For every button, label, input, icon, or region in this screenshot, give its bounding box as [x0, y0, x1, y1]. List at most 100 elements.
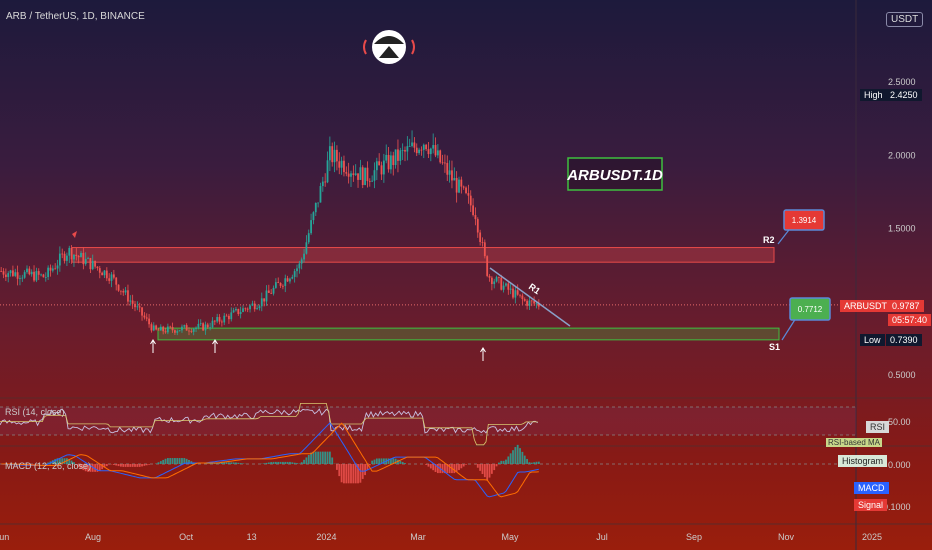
- candle-body: [310, 220, 312, 234]
- countdown-badge: 05:57:40: [888, 314, 932, 326]
- candle-body: [530, 300, 533, 302]
- candle-body: [42, 274, 45, 278]
- macd-histogram-bar: [87, 464, 89, 472]
- candle-body: [401, 150, 404, 151]
- macd-histogram-bar: [481, 464, 484, 474]
- candle-body: [103, 270, 106, 276]
- high-label: High: [860, 89, 887, 101]
- macd-line: [1, 422, 539, 498]
- macd-histogram-bar: [392, 458, 395, 464]
- macd-histogram-bar: [166, 458, 169, 464]
- macd-histogram-bar: [535, 461, 538, 464]
- candle-body: [117, 284, 120, 291]
- r1-trendline: [489, 267, 571, 327]
- macd-histogram-bar: [56, 458, 59, 464]
- candle-body: [324, 181, 327, 183]
- candle-body: [150, 324, 153, 331]
- macd-histogram-bar: [181, 458, 183, 464]
- macd-histogram-bar: [502, 460, 505, 464]
- macd-histogram-bar: [58, 458, 61, 464]
- macd-histogram-bar: [462, 464, 465, 467]
- time-tick-label: Nov: [778, 532, 795, 542]
- candle-body: [507, 283, 510, 290]
- candle-body: [326, 160, 329, 183]
- macd-histogram-bar: [265, 462, 268, 464]
- macd-histogram-bar: [286, 461, 289, 464]
- candle-body: [338, 161, 341, 168]
- macd-histogram-bar: [500, 460, 503, 464]
- candle-body: [84, 258, 87, 265]
- macd-histogram-bar: [98, 464, 101, 471]
- pivot-arrow-head: [480, 347, 486, 353]
- price-tick-label: 0.5000: [888, 370, 916, 380]
- candle-body: [394, 149, 397, 166]
- candle-body: [331, 146, 334, 163]
- candle-body: [498, 277, 500, 278]
- time-tick-label: 2025: [862, 532, 882, 542]
- candle-body: [202, 323, 204, 331]
- macd-histogram-bar: [509, 453, 512, 464]
- candle-body: [490, 277, 493, 285]
- candle-body: [54, 268, 57, 270]
- currency-button[interactable]: USDT: [886, 12, 924, 27]
- candle-body: [244, 308, 247, 310]
- macd-histogram-bar: [516, 444, 519, 464]
- time-tick-label: Oct: [179, 532, 194, 542]
- macd-histogram-bar: [378, 458, 381, 464]
- candle-body: [427, 149, 430, 155]
- candle-body: [87, 258, 89, 259]
- candle-body: [37, 271, 40, 275]
- brand-logo: [363, 30, 415, 64]
- candle-body: [415, 147, 418, 154]
- macd-histogram-bar: [434, 464, 437, 472]
- macd-histogram-bar: [476, 464, 479, 468]
- watermark-text: ARBUSDT.1D: [566, 167, 663, 184]
- candle-body: [98, 268, 101, 273]
- rsi-value-tag: RSI: [866, 421, 890, 433]
- candle-body: [108, 278, 111, 281]
- candle-body: [451, 170, 453, 181]
- candle-body: [9, 270, 12, 274]
- macd-histogram-bar: [364, 464, 366, 476]
- macd-histogram-bar: [230, 462, 233, 464]
- macd-histogram-bar: [228, 462, 230, 464]
- candle-body: [94, 260, 96, 267]
- macd-histogram-bar: [354, 464, 357, 484]
- r2-price-callout: [783, 209, 825, 231]
- candle-body: [253, 303, 256, 310]
- time-tick-label: Sep: [686, 532, 702, 542]
- candle-body: [239, 311, 242, 315]
- candle-body: [526, 300, 528, 306]
- candle-body: [352, 173, 355, 175]
- macd-histogram-bar: [505, 459, 507, 464]
- candle-body: [422, 144, 425, 150]
- macd-histogram-bar: [225, 462, 228, 464]
- logo-waves: [363, 39, 415, 55]
- candle-body: [404, 150, 406, 152]
- candle-body: [537, 303, 540, 307]
- macd-histogram-bar: [134, 464, 136, 467]
- macd-histogram-bar: [387, 458, 390, 464]
- macd-histogram-bar: [368, 464, 371, 466]
- macd-histogram-bar: [507, 456, 510, 464]
- candle-body: [218, 317, 221, 322]
- macd-histogram-bar: [444, 464, 446, 474]
- macd-zero-value: 0.000: [888, 460, 911, 470]
- macd-histogram-bar: [237, 462, 240, 464]
- macd-histogram-bar: [479, 464, 482, 471]
- candle-body: [274, 282, 277, 288]
- rsi-line: [0, 408, 538, 434]
- macd-histogram-bar: [465, 464, 467, 465]
- macd-histogram-bar: [352, 464, 355, 484]
- macd-histogram-bar: [537, 461, 540, 464]
- macd-histogram-bar: [138, 464, 141, 467]
- candle-body: [521, 295, 524, 300]
- macd-histogram-bar: [312, 451, 315, 464]
- macd-histogram-bar: [303, 459, 305, 464]
- pivot-marker-top: [72, 231, 77, 238]
- candle-body: [265, 290, 268, 302]
- macd-histogram-bar: [319, 451, 322, 464]
- candle-body: [303, 253, 305, 260]
- candle-body: [333, 149, 336, 163]
